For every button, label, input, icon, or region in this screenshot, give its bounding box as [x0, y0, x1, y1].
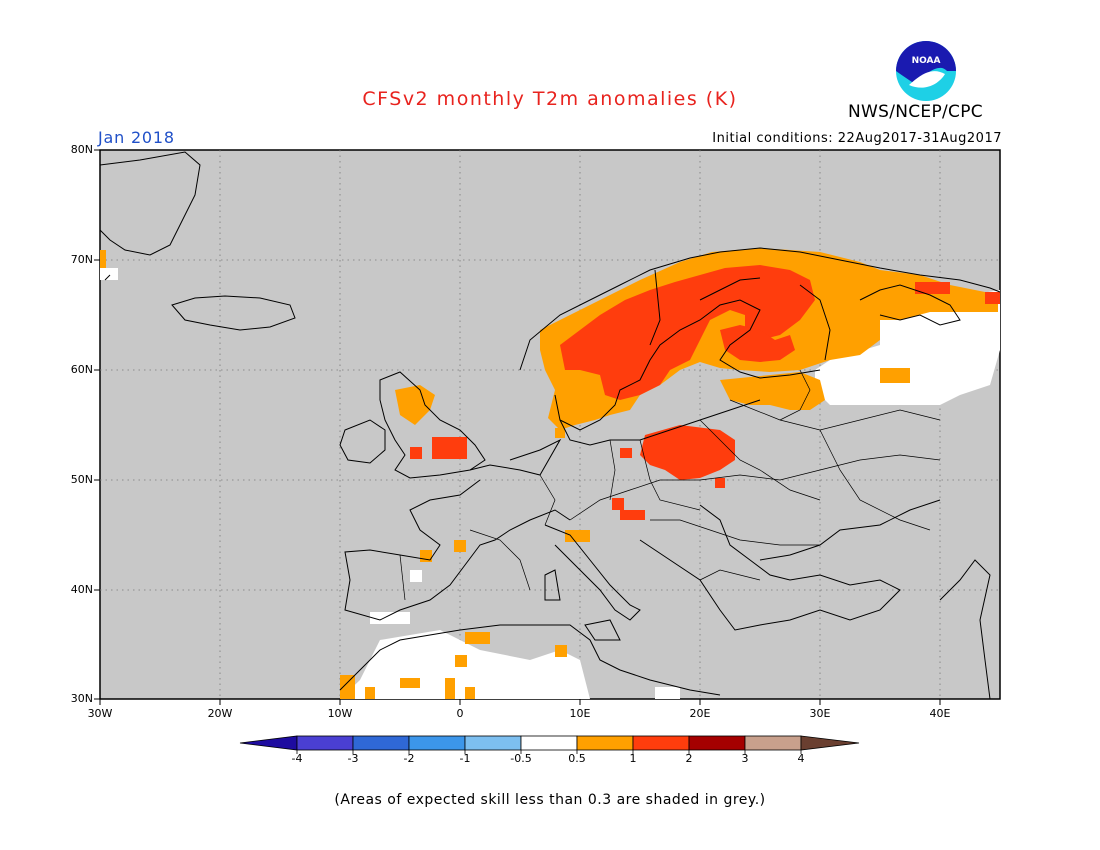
agency-label: NWS/NCEP/CPC — [848, 102, 983, 122]
lat-label: 50N — [70, 473, 93, 486]
lon-label: 20W — [207, 707, 233, 720]
lon-label: 10W — [327, 707, 353, 720]
colorbar-tick-label: -2 — [403, 752, 415, 765]
colorbar-tick-label: -0.5 — [510, 752, 532, 765]
axis-ticks — [94, 149, 941, 705]
month-label: Jan 2018 — [98, 128, 175, 147]
lon-label: 40E — [929, 707, 951, 720]
noaa-logo: NOAA — [896, 41, 956, 101]
colorbar-tick-label: 1 — [629, 752, 637, 765]
lat-label: 70N — [70, 253, 93, 266]
map-frame — [99, 149, 1001, 700]
colorbar-tick-label: -4 — [291, 752, 303, 765]
colorbar-tick-label: 3 — [741, 752, 749, 765]
grid-lines — [100, 150, 1000, 699]
initial-conditions-label: Initial conditions: 22Aug2017-31Aug2017 — [712, 131, 1002, 146]
lat-label: 60N — [70, 363, 93, 376]
colorbar-tick-label: -1 — [459, 752, 471, 765]
lon-label: 10E — [569, 707, 591, 720]
lat-label: 40N — [70, 583, 93, 596]
colorbar-tick-label: 0.5 — [568, 752, 586, 765]
lat-label: 30N — [70, 692, 93, 705]
lon-label: 30E — [809, 707, 831, 720]
colorbar-tick-label: 4 — [797, 752, 805, 765]
skill-note: (Areas of expected skill less than 0.3 a… — [334, 792, 766, 808]
lon-label: 30W — [87, 707, 113, 720]
chart-title: CFSv2 monthly T2m anomalies (K) — [362, 88, 738, 110]
colorbar-tick-label: 2 — [685, 752, 693, 765]
country-borders — [399, 369, 941, 601]
lat-label: 80N — [70, 143, 93, 156]
logo-text: NOAA — [912, 56, 941, 66]
red-anomaly-areas — [410, 265, 1000, 520]
lon-label: 20E — [689, 707, 711, 720]
colorbar-tick-label: -3 — [347, 752, 359, 765]
lon-label: 0 — [456, 707, 464, 720]
